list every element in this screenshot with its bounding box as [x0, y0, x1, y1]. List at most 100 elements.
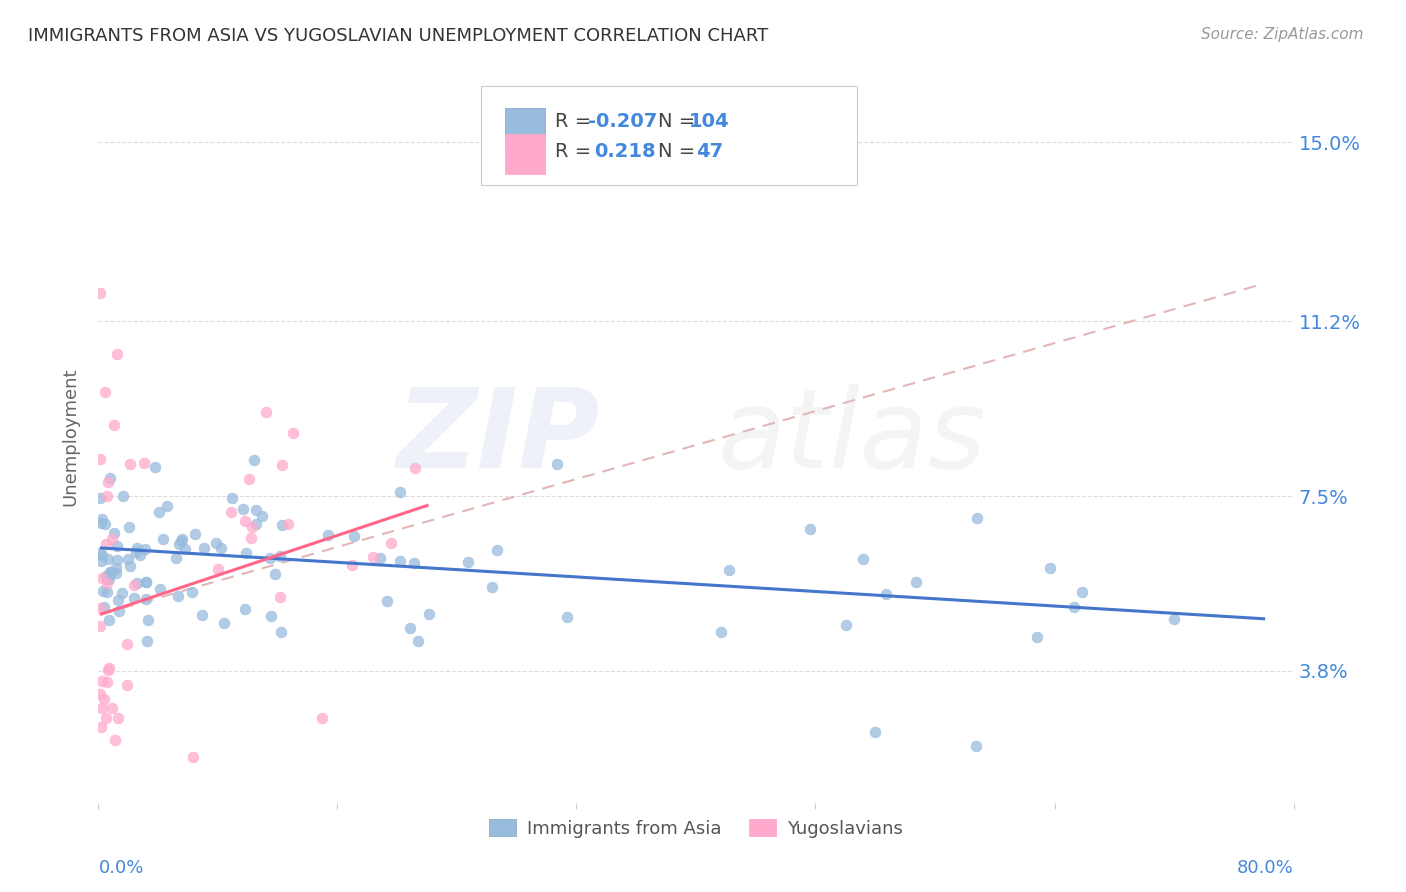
Point: [128, 548, 150, 562]
Point: [89, 286, 111, 301]
Point: [96, 489, 118, 503]
Point: [96, 576, 118, 591]
Point: [105, 566, 128, 580]
Point: [120, 558, 142, 573]
Point: [94, 537, 117, 551]
Point: [1025, 630, 1047, 644]
Y-axis label: Unemployment: Unemployment: [62, 368, 80, 507]
Point: [91, 583, 114, 598]
Point: [105, 561, 128, 575]
Text: 47: 47: [696, 143, 723, 161]
Point: [852, 551, 875, 566]
FancyBboxPatch shape: [505, 108, 546, 147]
Point: [270, 624, 292, 639]
Point: [156, 499, 179, 513]
Point: [89, 601, 111, 615]
Point: [389, 485, 412, 500]
Point: [209, 541, 232, 556]
Point: [97, 475, 120, 489]
Point: [132, 456, 155, 470]
Point: [125, 545, 148, 559]
Point: [269, 549, 291, 564]
Point: [555, 610, 578, 624]
Point: [91, 548, 114, 562]
Point: [97, 567, 120, 582]
Text: N =: N =: [658, 112, 702, 130]
Point: [238, 472, 260, 486]
Point: [89, 491, 111, 505]
Point: [100, 565, 122, 579]
Point: [167, 589, 190, 603]
Point: [148, 505, 170, 519]
Point: [107, 711, 129, 725]
Point: [98, 572, 121, 586]
Point: [115, 637, 138, 651]
Point: [89, 619, 111, 633]
Point: [135, 574, 157, 589]
FancyBboxPatch shape: [505, 135, 546, 174]
Point: [89, 452, 111, 467]
Point: [173, 541, 195, 556]
Text: -0.207: -0.207: [589, 112, 658, 130]
Point: [98, 613, 121, 627]
Point: [243, 453, 266, 467]
Point: [966, 511, 988, 525]
Point: [457, 555, 479, 569]
Point: [343, 529, 366, 543]
Point: [101, 701, 124, 715]
Point: [108, 604, 131, 618]
Point: [90, 516, 112, 530]
Point: [94, 517, 117, 532]
Point: [207, 561, 229, 575]
Text: 80.0%: 80.0%: [1237, 859, 1294, 878]
Point: [340, 558, 363, 573]
Point: [105, 347, 128, 361]
Point: [270, 518, 292, 533]
Point: [180, 584, 202, 599]
Point: [875, 587, 897, 601]
Point: [96, 585, 118, 599]
Point: [233, 514, 256, 528]
Point: [107, 553, 129, 567]
Point: [235, 546, 257, 560]
Point: [269, 590, 291, 604]
Point: [91, 571, 114, 585]
Point: [546, 457, 568, 471]
Point: [240, 519, 263, 533]
Point: [311, 711, 333, 725]
Point: [170, 534, 193, 549]
Point: [245, 516, 267, 531]
Text: IMMIGRANTS FROM ASIA VS YUGOSLAVIAN UNEMPLOYMENT CORRELATION CHART: IMMIGRANTS FROM ASIA VS YUGOSLAVIAN UNEM…: [28, 27, 768, 45]
Point: [233, 602, 256, 616]
Point: [97, 552, 120, 566]
Point: [143, 460, 166, 475]
Point: [90, 511, 112, 525]
Point: [389, 554, 412, 568]
Point: [239, 531, 262, 545]
Text: 0.0%: 0.0%: [98, 859, 143, 878]
Point: [398, 621, 420, 635]
Point: [406, 633, 429, 648]
Point: [135, 591, 157, 606]
Point: [165, 551, 187, 566]
Point: [89, 546, 111, 560]
Point: [375, 594, 398, 608]
FancyBboxPatch shape: [481, 86, 858, 185]
Point: [96, 568, 118, 582]
Point: [104, 732, 127, 747]
Point: [125, 576, 148, 591]
Point: [122, 577, 145, 591]
Point: [193, 541, 215, 556]
Point: [111, 585, 134, 599]
Point: [93, 600, 115, 615]
Point: [232, 501, 254, 516]
Point: [1063, 599, 1085, 614]
Point: [103, 418, 125, 433]
Point: [835, 617, 858, 632]
Text: R =: R =: [555, 143, 598, 161]
Point: [219, 505, 242, 519]
Point: [363, 549, 385, 564]
Point: [271, 458, 294, 473]
Point: [380, 536, 402, 550]
Point: [799, 523, 821, 537]
